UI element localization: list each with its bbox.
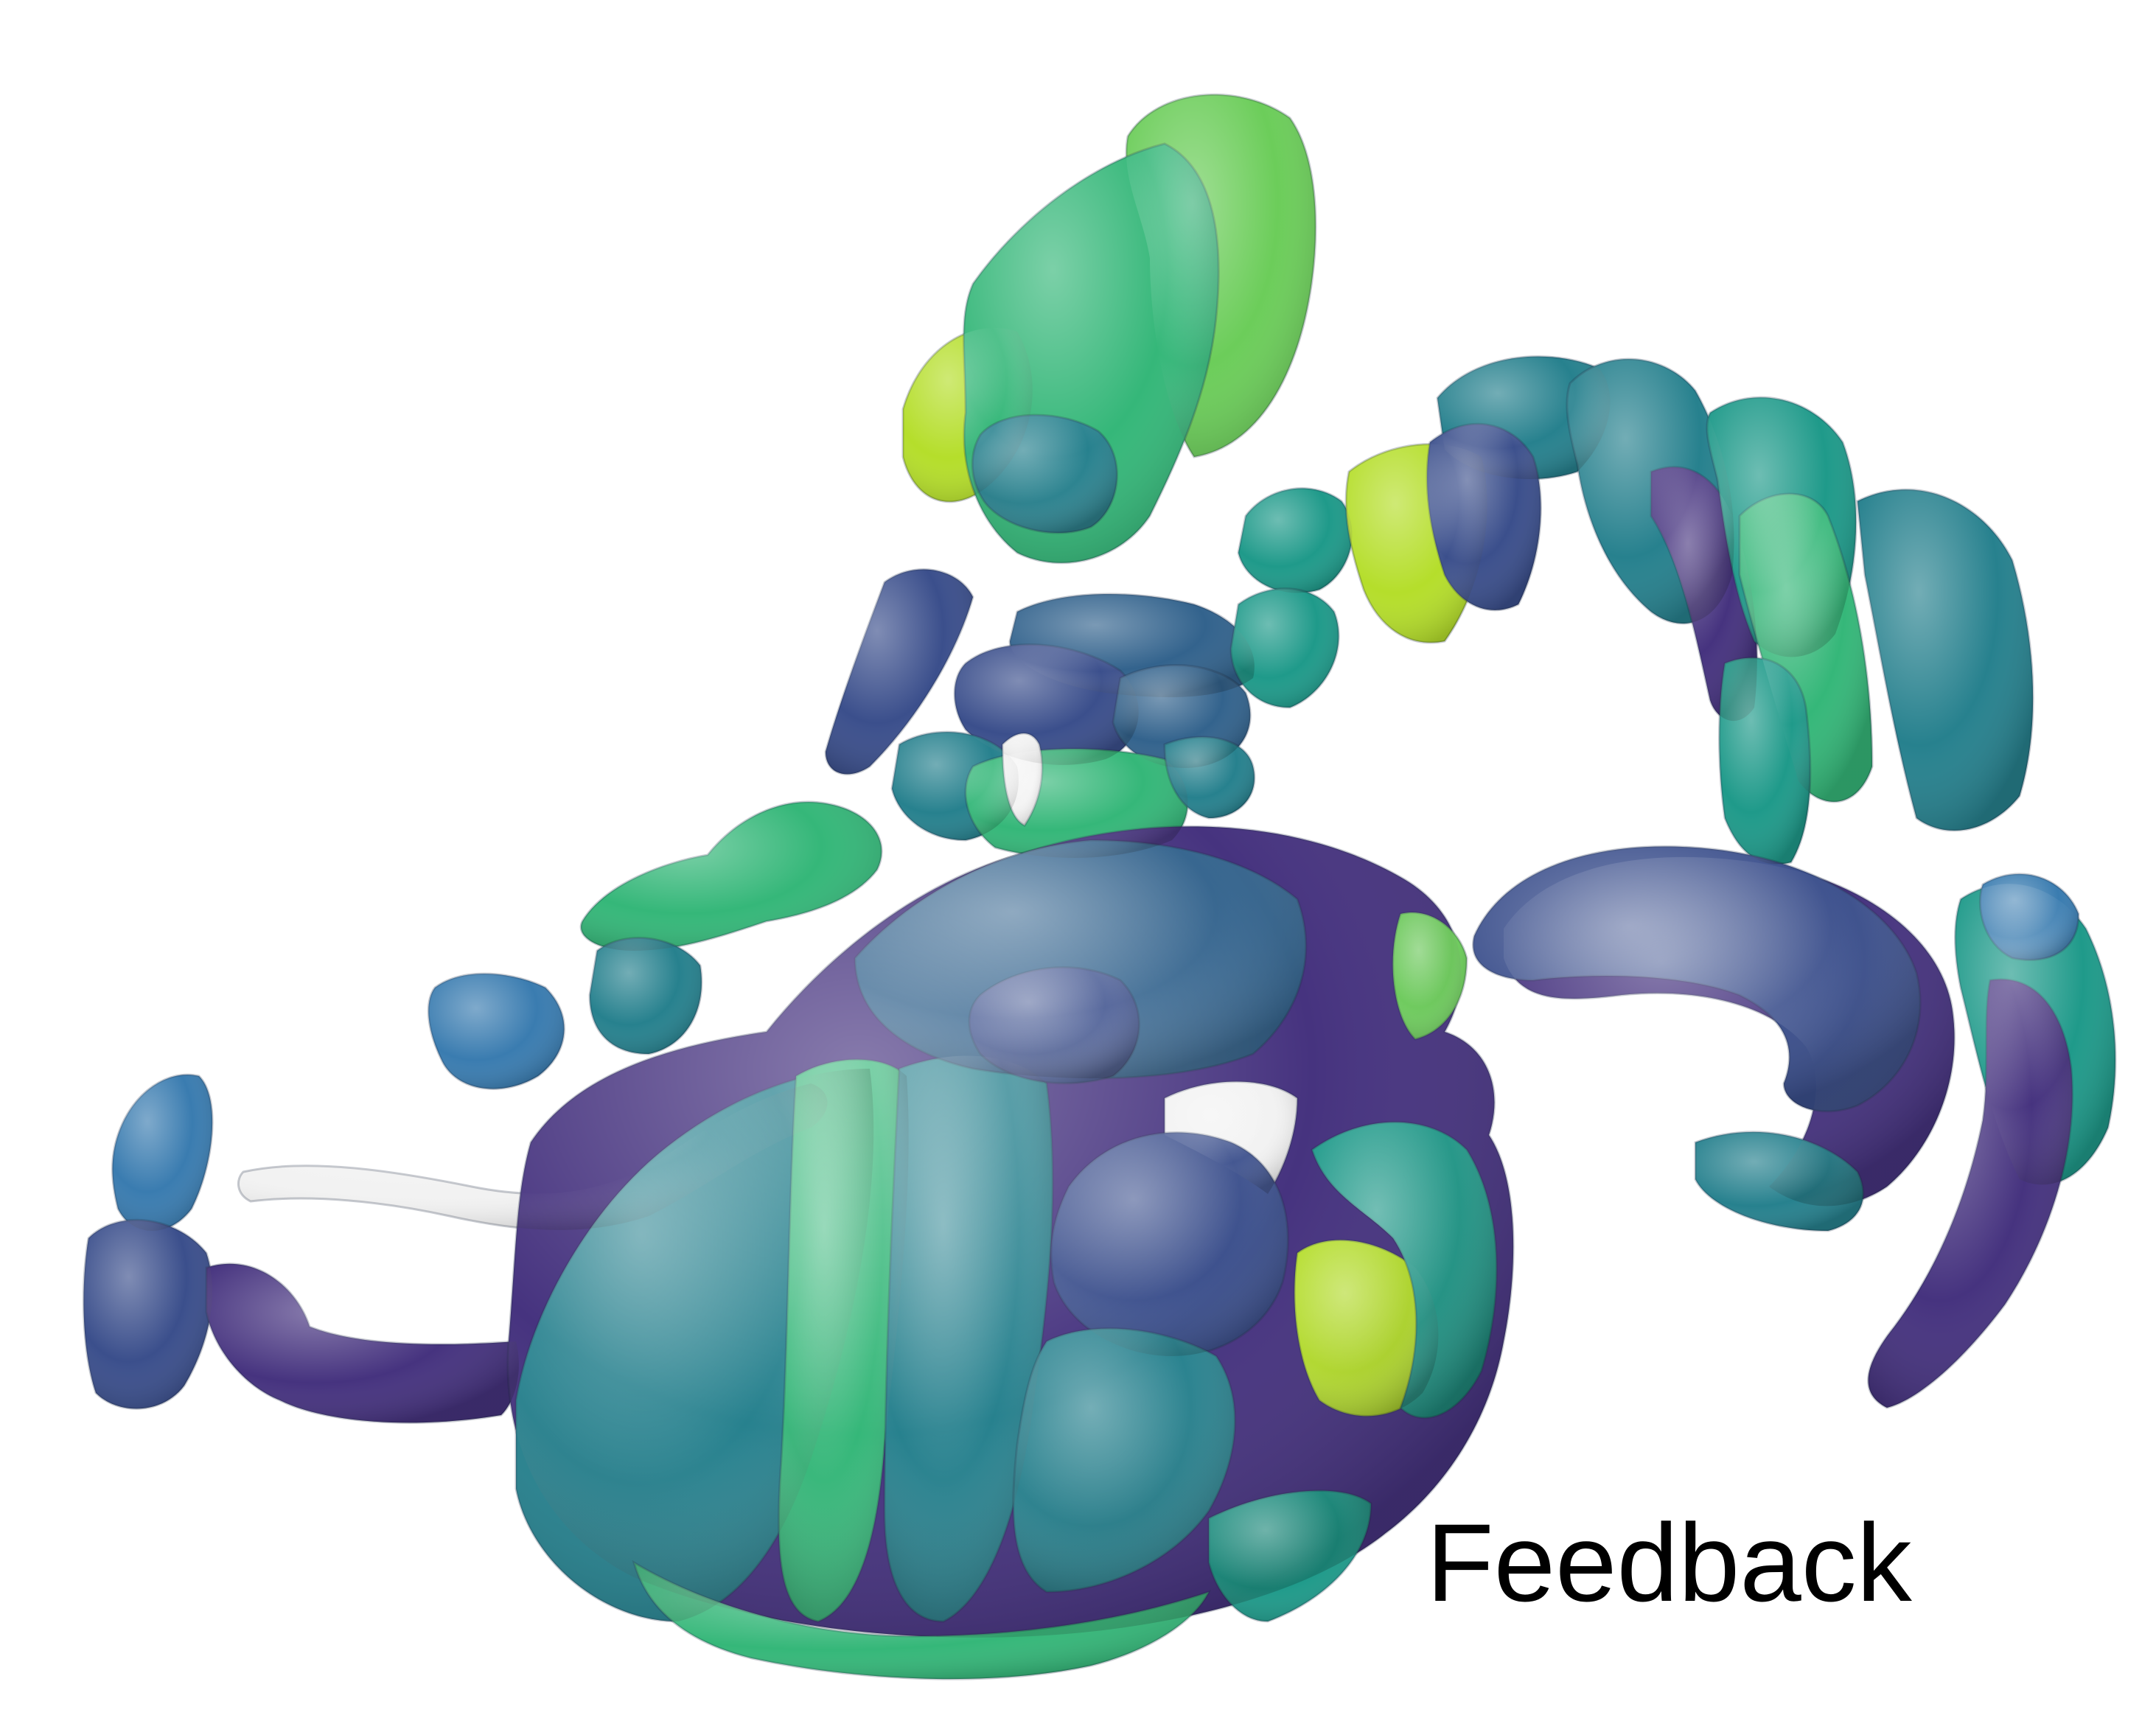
- right-arc-teal-small-shade: [1238, 488, 1353, 593]
- left-steel-lobe-shade: [112, 1075, 213, 1231]
- main-teal-center-shade: [885, 1055, 1053, 1621]
- left-steel-blob-shade: [428, 974, 565, 1089]
- right-c-steel-cap-shade: [1980, 873, 2079, 960]
- main-teal-lower-right-shade: [1013, 1328, 1235, 1592]
- mid-teal-right-shade: [1165, 737, 1255, 818]
- mid-indigo-left-strand-shade: [826, 569, 973, 775]
- right-arc-teal-right-shade: [1857, 489, 2034, 831]
- mid-indigo-center-shade: [955, 644, 1139, 765]
- mid-cyan-right-shade: [1231, 588, 1339, 708]
- left-teal-blob-shade: [590, 937, 702, 1054]
- left-green-wing-shade: [581, 802, 882, 951]
- mid-white-strand-shade: [1002, 733, 1042, 825]
- main-indigo-right-block-shade: [1051, 1132, 1288, 1356]
- right-arc-blue-lobe-shade: [1427, 424, 1541, 610]
- left-purple-arm-shade: [206, 1263, 519, 1423]
- main-blue-upper-shade: [855, 840, 1306, 1079]
- right-c-purple-tail-shade: [1868, 979, 2073, 1408]
- main-green-bottom-shade: [634, 1562, 1209, 1680]
- main-indigo-facets-shade: [969, 967, 1140, 1083]
- right-c-blue-main-shade: [1473, 846, 1921, 1112]
- right-arc-green-band-shade: [1740, 494, 1872, 802]
- main-green-stripe-shade: [778, 1059, 909, 1621]
- main-white-band-shade: [1165, 1081, 1297, 1194]
- main-lime-pocket-shade: [1294, 1240, 1439, 1417]
- caption-label: Feedback: [1426, 1501, 1912, 1624]
- right-arc-cyan-lower-shade: [1719, 657, 1810, 865]
- main-teal-right-rim-shade: [1312, 1122, 1497, 1418]
- left-indigo-foot-shade: [83, 1220, 213, 1409]
- main-cyan-bottom-right-shade: [1209, 1490, 1371, 1621]
- right-c-teal-tail-shade: [1695, 1131, 1863, 1231]
- top-teal-oval-shade: [972, 415, 1117, 533]
- main-green-right-edge-shade: [1392, 912, 1467, 1039]
- lighting-overlay: [83, 94, 2115, 1680]
